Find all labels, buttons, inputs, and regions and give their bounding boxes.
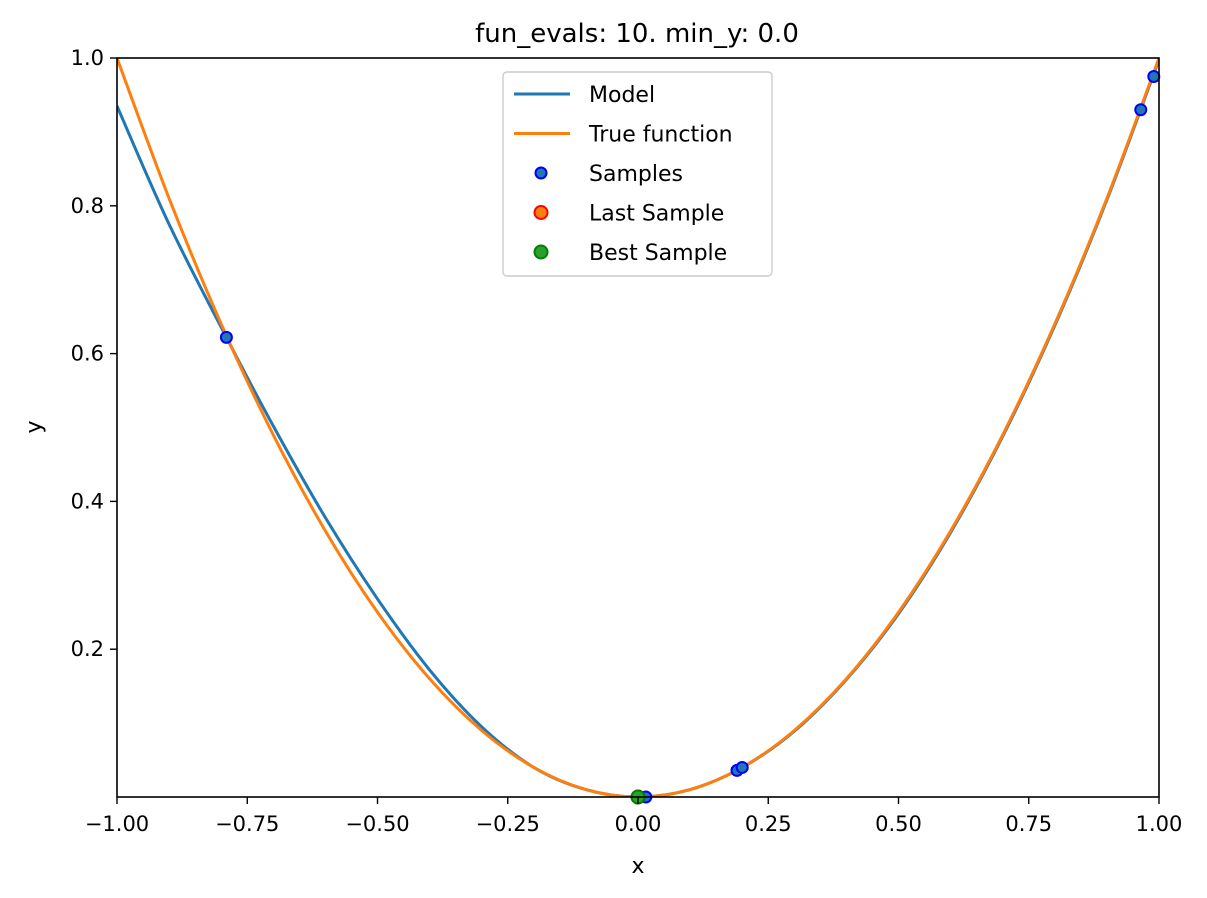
legend-swatch-best-sample	[533, 244, 549, 260]
x-axis: −1.00 −0.75 −0.50 −0.25 0.00 0.25 0.50 0.75 1.00	[85, 797, 1183, 836]
x-tick-label: 0.50	[875, 812, 922, 836]
y-tick-label: 0.4	[71, 489, 104, 513]
y-tick-label: 1.0	[71, 46, 104, 70]
x-tick-label: 1.00	[1136, 812, 1183, 836]
legend-label-samples: Samples	[589, 162, 683, 187]
plot-area	[116, 57, 1161, 805]
point-samples	[1134, 103, 1148, 117]
legend-swatch-last-sample	[533, 205, 549, 220]
legend-label-last-sample: Last Sample	[589, 202, 724, 227]
x-tick-label: 0.25	[745, 812, 792, 836]
legend-label-model: Model	[589, 83, 655, 108]
legend-box	[502, 71, 773, 277]
x-axis-label: x	[631, 854, 644, 879]
legend: Model True function Samples Last Sample Best…	[502, 71, 773, 277]
point-samples	[219, 330, 233, 344]
x-tick-label: 0.75	[1005, 812, 1052, 836]
x-tick-label: −0.50	[345, 812, 409, 836]
legend-label-true-function: True function	[588, 123, 733, 148]
x-tick-label: −1.00	[85, 812, 149, 836]
y-tick-label: 0.6	[71, 342, 104, 366]
x-tick-label: 0.00	[615, 812, 662, 836]
y-axis: 0.2 0.4 0.6 0.8 1.0	[71, 46, 117, 661]
point-samples	[1147, 69, 1161, 83]
series-line-true-function	[117, 58, 1159, 797]
y-axis-label: y	[22, 420, 47, 433]
point-samples	[735, 760, 749, 774]
legend-swatch-samples	[534, 166, 548, 180]
x-tick-label: −0.75	[215, 812, 279, 836]
legend-label-best-sample: Best Sample	[589, 241, 727, 266]
chart-title: fun_evals: 10. min_y: 0.0	[475, 19, 799, 49]
y-tick-label: 0.8	[71, 194, 104, 218]
y-tick-label: 0.2	[71, 637, 104, 661]
x-tick-label: −0.25	[476, 812, 540, 836]
